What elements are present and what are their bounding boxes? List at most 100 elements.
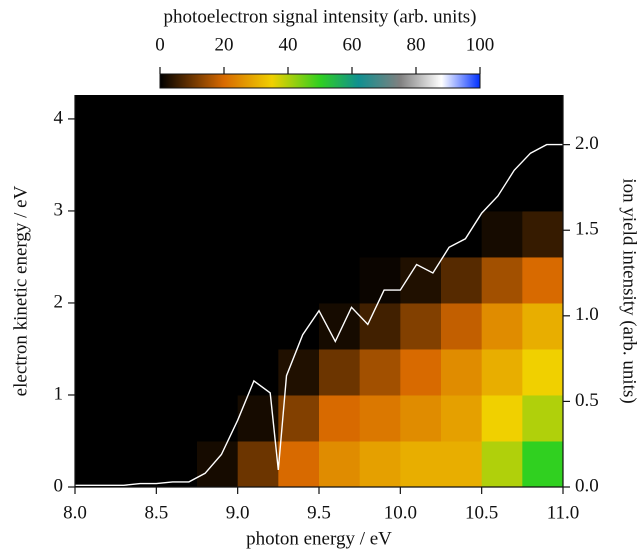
heatmap-cell <box>359 394 401 442</box>
heatmap-cell <box>400 440 442 488</box>
heatmap-cell <box>400 95 442 166</box>
heatmap-cell <box>522 164 564 212</box>
heatmap-cell <box>359 348 401 396</box>
heatmap-cell <box>278 210 320 258</box>
y2-axis-label: ion yield intensity (arb. units) <box>619 178 640 403</box>
colorbar-tick-label: 20 <box>215 34 234 55</box>
heatmap-cell <box>359 95 401 166</box>
heatmap-cell <box>197 256 239 304</box>
heatmap-cell <box>359 210 401 258</box>
heatmap-cell <box>441 164 483 212</box>
heatmap-cell <box>75 348 117 396</box>
heatmap-cell <box>481 302 523 350</box>
heatmap-cell <box>156 210 198 258</box>
heatmap-cell <box>156 256 198 304</box>
colorbar-tick-label: 40 <box>279 34 298 55</box>
heatmap-cell <box>441 348 483 396</box>
heatmap-cell <box>319 394 361 442</box>
heatmap-cell <box>75 394 117 442</box>
heatmap-cell <box>75 210 117 258</box>
heatmap-cell <box>481 440 523 488</box>
heatmap-cell <box>400 210 442 258</box>
heatmap-cell <box>115 394 157 442</box>
heatmap-cell <box>278 256 320 304</box>
heatmap-cell <box>156 95 198 166</box>
heatmap-cell <box>197 302 239 350</box>
heatmap-cell <box>522 210 564 258</box>
heatmap-cell <box>319 95 361 166</box>
heatmap-cell <box>359 164 401 212</box>
heatmap-cell <box>319 302 361 350</box>
heatmap-cell <box>278 348 320 396</box>
heatmap-cell <box>237 95 279 166</box>
heatmap-cell <box>441 256 483 304</box>
heatmap-cell <box>75 164 117 212</box>
heatmap-cell <box>237 256 279 304</box>
heatmap-cell <box>522 302 564 350</box>
heatmap-cell <box>481 95 523 166</box>
heatmap-cell <box>400 302 442 350</box>
heatmap-cell <box>481 256 523 304</box>
heatmap-cell <box>481 348 523 396</box>
heatmap-cell <box>522 440 564 488</box>
heatmap-cell <box>237 164 279 212</box>
heatmap-cell <box>115 440 157 488</box>
colorbar-tick-label: 0 <box>155 34 165 55</box>
heatmap-cell <box>481 210 523 258</box>
heatmap-cell <box>156 302 198 350</box>
heatmap-cell <box>237 440 279 488</box>
heatmap-cell <box>197 440 239 488</box>
heatmap-cell <box>319 348 361 396</box>
heatmap-cell <box>156 348 198 396</box>
heatmap-cell <box>522 394 564 442</box>
y2-tick-label: 1.0 <box>575 304 599 325</box>
heatmap-cell <box>237 348 279 396</box>
x-tick-label: 8.5 <box>144 502 168 523</box>
y-tick-label: 4 <box>54 107 64 128</box>
heatmap-cell <box>115 210 157 258</box>
y-tick-label: 0 <box>54 475 64 496</box>
heatmap-cell <box>197 210 239 258</box>
colorbar-title: photoelectron signal intensity (arb. uni… <box>164 6 477 27</box>
heatmap-cell <box>115 256 157 304</box>
heatmap-cell <box>278 164 320 212</box>
heatmap-cell <box>156 440 198 488</box>
heatmap-cell <box>441 95 483 166</box>
y-tick-label: 1 <box>54 383 64 404</box>
heatmap-cell <box>522 256 564 304</box>
ion-yield-line <box>75 143 563 486</box>
heatmap-cell <box>481 394 523 442</box>
heatmap-cell <box>115 302 157 350</box>
colorbar-tick-label: 100 <box>466 34 495 55</box>
y2-tick-label: 2.0 <box>575 133 599 154</box>
heatmap-cell <box>197 164 239 212</box>
x-tick-label: 8.0 <box>63 502 87 523</box>
heatmap-cell <box>441 302 483 350</box>
heatmap-cell <box>319 440 361 488</box>
heatmap-cell <box>75 95 117 166</box>
x-axis-label: photon energy / eV <box>246 528 392 549</box>
x-tick-label: 10.5 <box>465 502 498 523</box>
heatmap-cell <box>156 164 198 212</box>
heatmap-cell <box>197 394 239 442</box>
colorbar-tick-label: 80 <box>407 34 426 55</box>
heatmap-cell <box>359 440 401 488</box>
heatmap-cell <box>319 256 361 304</box>
heatmap-cell <box>237 210 279 258</box>
heatmap-cell <box>75 256 117 304</box>
y-tick-label: 2 <box>54 291 64 312</box>
y-axis-label: electron kinetic energy / eV <box>10 185 31 396</box>
heatmap-cell <box>359 302 401 350</box>
colorbar <box>159 73 481 89</box>
heatmap-cell <box>156 394 198 442</box>
heatmap-cell <box>400 348 442 396</box>
y2-tick-label: 0.0 <box>575 475 599 496</box>
heatmap-cell <box>75 440 117 488</box>
heatmap-cell <box>197 95 239 166</box>
heatmap-cell <box>115 95 157 166</box>
x-tick-label: 10.0 <box>384 502 417 523</box>
heatmap-cell <box>115 164 157 212</box>
heatmap-cell <box>441 440 483 488</box>
heatmap-cell <box>319 210 361 258</box>
